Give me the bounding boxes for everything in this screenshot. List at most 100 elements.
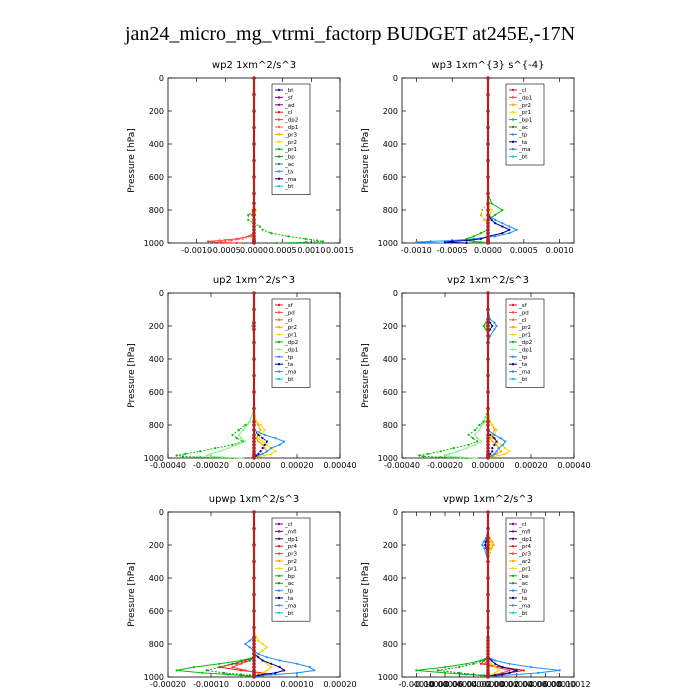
data-point — [199, 456, 202, 459]
data-point — [418, 454, 421, 457]
data-point — [218, 666, 221, 669]
zero-profile-point — [486, 125, 490, 130]
y-tick-label: 0 — [159, 289, 164, 298]
data-point — [257, 454, 260, 457]
legend-marker — [277, 363, 281, 366]
legend-entry: _ta — [518, 362, 527, 368]
data-point — [415, 241, 418, 244]
legend-box — [505, 517, 545, 622]
data-point — [474, 443, 477, 446]
data-point — [263, 428, 266, 432]
legend-marker — [277, 155, 281, 158]
legend-entry: _dp2 — [284, 340, 298, 346]
legend-marker — [277, 311, 281, 314]
zero-profile-point — [252, 526, 256, 531]
zero-profile-point — [486, 668, 490, 673]
data-point — [504, 452, 507, 455]
data-point — [456, 450, 459, 453]
zero-profile-point — [486, 390, 490, 394]
data-point — [490, 218, 493, 221]
data-point — [261, 671, 264, 674]
y-tick-label: 200 — [149, 107, 164, 116]
y-tick-label: 800 — [149, 640, 164, 649]
legend-entry: _dp2 — [284, 118, 298, 124]
zero-profile-point — [486, 662, 490, 666]
data-point — [492, 543, 495, 547]
figure-title: jan24_micro_mg_vtrmi_factorp BUDGET at24… — [124, 23, 575, 45]
zero-profile-point — [486, 291, 490, 295]
legend-entry: _pr1 — [518, 333, 531, 339]
data-point — [241, 237, 244, 240]
x-tick-label: -0.00040 — [150, 461, 186, 470]
x-tick-label: -0.00020 — [427, 461, 463, 470]
zero-profile-point — [252, 625, 256, 630]
data-point — [495, 450, 498, 453]
data-point — [443, 671, 447, 674]
data-point — [181, 455, 185, 458]
data-point — [497, 447, 500, 450]
data-point — [508, 232, 511, 235]
data-point — [494, 662, 497, 665]
x-tick-label: -0.0010 — [401, 246, 432, 255]
data-point — [458, 671, 461, 674]
data-point — [274, 671, 277, 674]
legend-entry: _cl — [284, 110, 293, 116]
x-tick-label: -0.0005 — [437, 246, 468, 255]
zero-profile-point — [252, 213, 256, 217]
legend-marker — [277, 125, 281, 129]
panel-title: vpwp 1xm^2/s^3 — [443, 494, 533, 505]
legend-marker — [277, 318, 281, 321]
legend-marker — [277, 103, 281, 107]
data-point — [257, 671, 260, 674]
data-point — [478, 423, 481, 427]
data-point — [265, 646, 268, 649]
legend-entry: _bt — [518, 611, 528, 617]
data-point — [241, 241, 244, 245]
legend-entry: _pr2 — [284, 325, 297, 331]
zero-profile-point — [252, 675, 256, 679]
legend-entry: _bp1 — [518, 118, 532, 124]
data-point — [501, 222, 504, 225]
data-point — [278, 443, 281, 446]
legend-entry: _cl — [284, 318, 293, 324]
data-point — [295, 671, 299, 674]
zero-profile-point — [486, 559, 490, 564]
legend-entry: _pr3 — [284, 132, 298, 138]
data-point — [257, 433, 260, 436]
legend-marker — [277, 522, 281, 526]
y-tick-label: 600 — [383, 388, 398, 397]
data-point — [257, 452, 260, 455]
chart-panels: wp2 1xm^2/s^3 0 200 400 600 800 1000 Pressure [… — [127, 60, 591, 689]
legend-marker — [511, 155, 515, 158]
y-tick-label: 800 — [149, 206, 164, 215]
y-tick-label: 800 — [383, 421, 398, 430]
zero-profile-point — [252, 92, 256, 97]
data-point — [481, 543, 484, 547]
y-tick-label: 400 — [149, 140, 164, 149]
panel-vpwp: vpwp 1xm^2/s^3 0 200 400 600 800 1000 Pressure … — [361, 494, 591, 689]
data-point — [214, 447, 217, 450]
legend-marker — [511, 530, 515, 533]
data-point — [479, 659, 482, 662]
data-point — [250, 235, 253, 238]
x-tick-label: -0.00006 — [427, 680, 463, 689]
legend-marker — [277, 140, 281, 143]
zero-profile-point — [486, 546, 490, 551]
zero-profile-point — [252, 576, 256, 580]
y-axis-label: Pressure [hPa] — [361, 343, 371, 408]
data-point — [265, 443, 268, 446]
zero-profile-point — [252, 327, 256, 332]
data-point — [448, 455, 451, 458]
data-point — [257, 652, 260, 656]
zero-profile-point — [486, 536, 490, 541]
data-point — [235, 662, 238, 665]
panel-title: upwp 1xm^2/s^3 — [209, 494, 299, 505]
y-tick-label: 200 — [149, 541, 164, 550]
legend-entry: _dp2 — [518, 340, 532, 346]
data-point — [439, 450, 442, 453]
zero-profile-point — [486, 428, 490, 432]
x-tick-label: -0.00020 — [150, 680, 186, 689]
legend-entry: _bt — [518, 377, 528, 383]
y-axis-label: Pressure [hPa] — [127, 343, 137, 408]
